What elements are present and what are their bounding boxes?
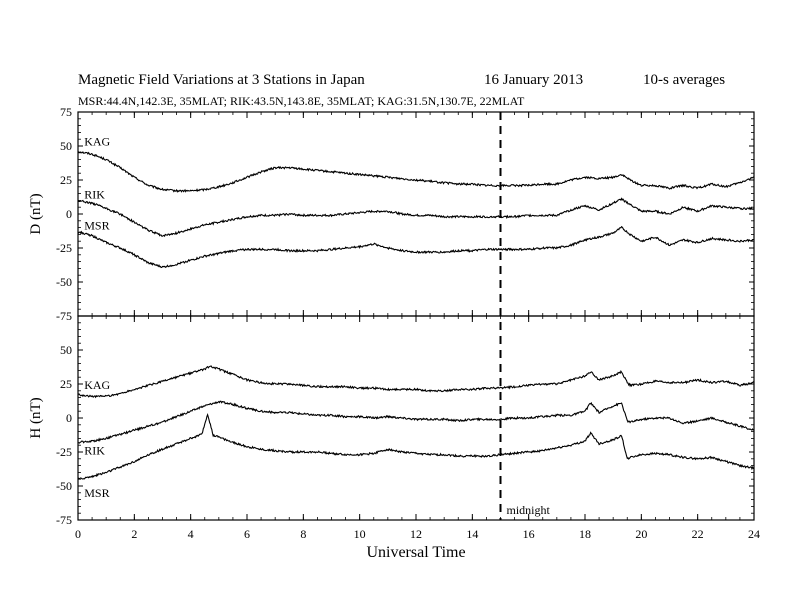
x-axis-label: Universal Time bbox=[366, 544, 465, 561]
y-tick-label: -50 bbox=[56, 479, 72, 493]
y-tick-label: 0 bbox=[66, 411, 72, 425]
y-tick-label: 75 bbox=[60, 105, 72, 119]
x-tick-label: 16 bbox=[523, 527, 535, 541]
series-label-rik: RIK bbox=[84, 443, 105, 457]
x-tick-label: 20 bbox=[635, 527, 647, 541]
series-label-rik: RIK bbox=[84, 187, 105, 201]
series-line-kag bbox=[77, 151, 755, 193]
series-label-msr: MSR bbox=[84, 486, 109, 500]
x-tick-label: 10 bbox=[354, 527, 366, 541]
series-label-msr: MSR bbox=[84, 219, 109, 233]
series-label-kag: KAG bbox=[84, 378, 110, 392]
y-tick-label: -50 bbox=[56, 275, 72, 289]
y-tick-label: -25 bbox=[56, 445, 72, 459]
series-line-msr bbox=[77, 225, 755, 269]
plot-frame bbox=[77, 111, 755, 317]
y-axis-label: H (nT) bbox=[28, 397, 44, 438]
series-label-kag: KAG bbox=[84, 134, 110, 148]
y-tick-label: 50 bbox=[60, 343, 72, 357]
x-tick-label: 6 bbox=[244, 527, 250, 541]
series-line-msr bbox=[77, 412, 755, 480]
x-tick-label: 0 bbox=[75, 527, 81, 541]
chart-subtitle: MSR:44.4N,142.3E, 35MLAT; RIK:43.5N,143.… bbox=[78, 94, 525, 108]
midnight-label: midnight bbox=[507, 503, 551, 517]
x-tick-label: 22 bbox=[692, 527, 704, 541]
y-tick-label: 25 bbox=[60, 173, 72, 187]
y-tick-label: -25 bbox=[56, 241, 72, 255]
x-tick-label: 8 bbox=[300, 527, 306, 541]
y-tick-label: -75 bbox=[56, 513, 72, 527]
x-tick-label: 18 bbox=[579, 527, 591, 541]
x-tick-label: 4 bbox=[188, 527, 194, 541]
x-tick-label: 12 bbox=[410, 527, 422, 541]
y-tick-label: 0 bbox=[66, 207, 72, 221]
midnight-annotation: midnight bbox=[499, 112, 551, 520]
chart-title: Magnetic Field Variations at 3 Stations … bbox=[78, 72, 365, 88]
y-tick-label: -75 bbox=[56, 309, 72, 323]
chart-date: 16 January 2013 bbox=[484, 72, 584, 88]
y-tick-label: 25 bbox=[60, 377, 72, 391]
x-tick-label: 14 bbox=[466, 527, 478, 541]
x-tick-label: 2 bbox=[131, 527, 137, 541]
series-line-kag bbox=[77, 365, 755, 399]
series-line-rik bbox=[77, 400, 755, 444]
x-tick-label: 24 bbox=[748, 527, 760, 541]
y-tick-label: 50 bbox=[60, 139, 72, 153]
panel-d: -75 -50 -25 0 25 50 75 D (nT) KAG RIK MSR bbox=[28, 105, 755, 323]
series-line-rik bbox=[77, 197, 755, 238]
chart-averaging: 10-s averages bbox=[643, 72, 726, 88]
y-axis-label: D (nT) bbox=[28, 193, 44, 234]
